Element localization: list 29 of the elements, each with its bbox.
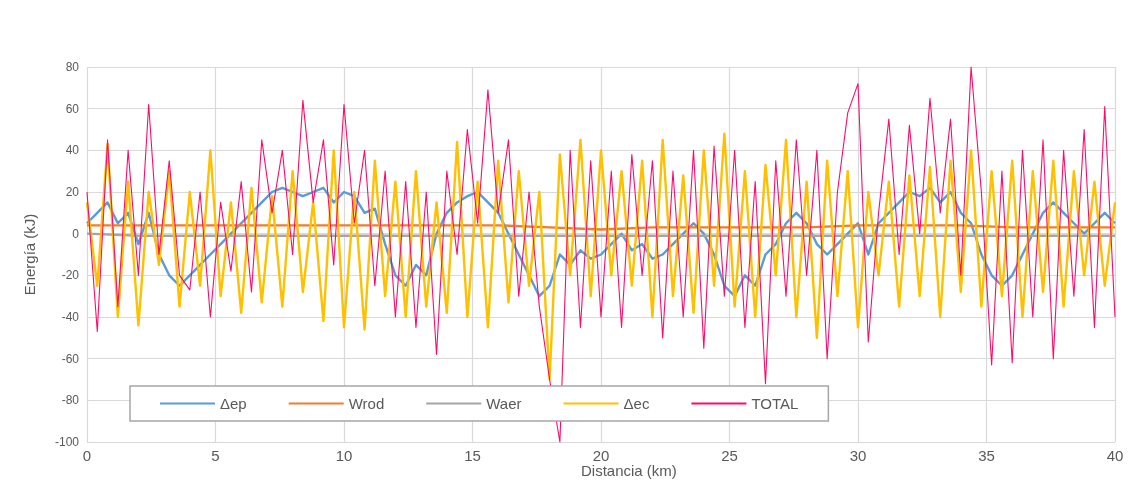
y-axis-title: Energía (kJ) <box>21 213 38 296</box>
legend-label: Wrod <box>348 395 385 412</box>
line-series <box>85 186 1117 298</box>
x-tick-label: 0 <box>82 447 92 464</box>
x-tick-label: 30 <box>849 447 867 464</box>
y-tick-label: -40 <box>61 310 80 324</box>
legend-label: Waer <box>486 395 522 412</box>
y-tick-label: -60 <box>61 351 80 366</box>
y-tick-label: -100 <box>54 435 80 449</box>
x-tick-label: 40 <box>1106 447 1124 464</box>
x-tick-label: 15 <box>464 447 481 464</box>
y-tick-label: -20 <box>61 268 80 283</box>
line-series <box>85 132 1117 381</box>
y-tick-label: 40 <box>65 143 80 158</box>
y-tick-label: 80 <box>65 60 80 74</box>
legend-label: Δec <box>623 395 650 412</box>
x-tick-label: 20 <box>592 447 610 464</box>
x-tick-label: 35 <box>978 447 995 464</box>
x-axis-title: Distancia (km) <box>581 462 677 479</box>
legend-label: Δep <box>220 395 247 412</box>
y-tick-label: 60 <box>65 101 80 116</box>
y-tick-label: 20 <box>65 185 80 199</box>
x-tick-label: 10 <box>335 447 353 464</box>
legend-label: TOTAL <box>751 395 799 412</box>
y-tick-label: -80 <box>61 393 80 408</box>
y-tick-label: 0 <box>72 226 80 241</box>
x-tick-label: 5 <box>211 447 220 464</box>
line-series <box>86 66 1116 443</box>
x-tick-label: 25 <box>721 447 738 464</box>
